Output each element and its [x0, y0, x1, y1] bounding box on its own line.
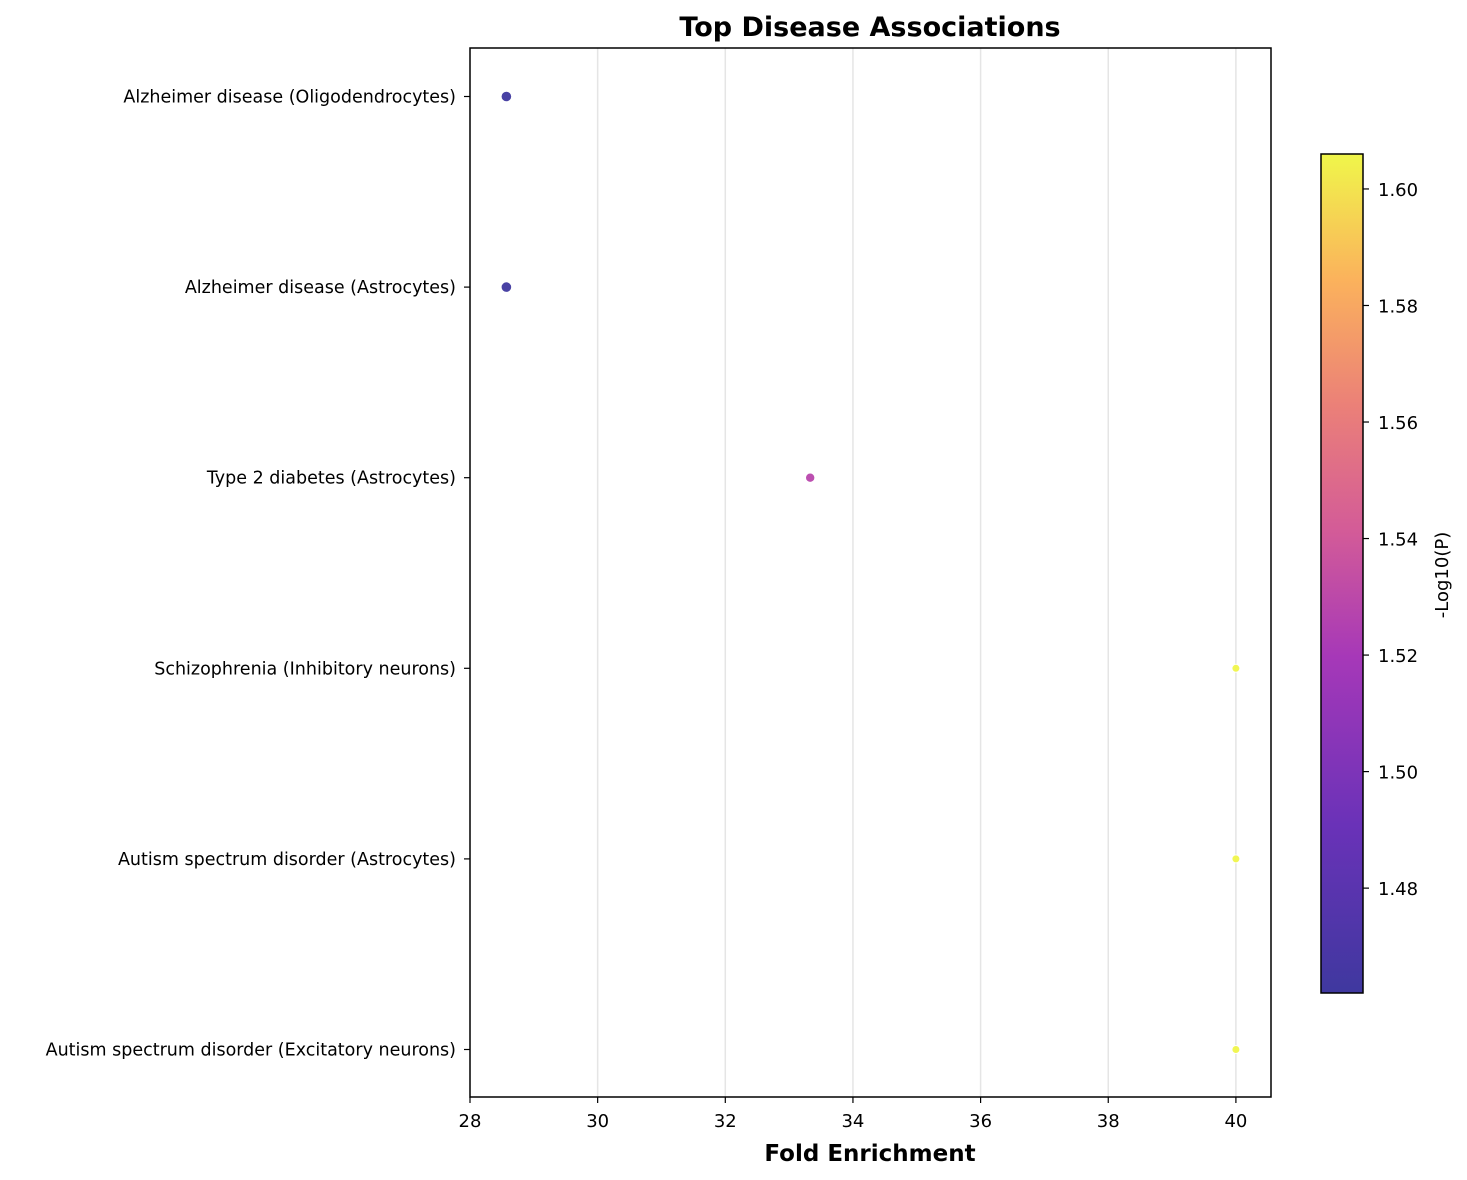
colorbar-label: -Log10(P) [1432, 532, 1453, 618]
colorbar-tick-label: 1.48 [1378, 879, 1418, 900]
colorbar-gradient [1320, 153, 1364, 994]
y-tick-label: Alzheimer disease (Oligodendrocytes) [123, 88, 456, 108]
y-tick-label: Autism spectrum disorder (Excitatory neu… [46, 1041, 456, 1061]
y-tick-label: Type 2 diabetes (Astrocytes) [206, 469, 456, 489]
data-point [500, 281, 513, 293]
x-tick-label: 38 [1097, 1111, 1120, 1132]
colorbar-tick-label: 1.50 [1378, 763, 1418, 784]
x-tick-label: 34 [841, 1111, 864, 1132]
colorbar-tick-label: 1.54 [1378, 530, 1418, 551]
data-point [1231, 1045, 1241, 1054]
data-point [500, 90, 513, 103]
x-tick-label: 28 [459, 1111, 482, 1132]
colorbar-tick-label: 1.56 [1378, 413, 1418, 434]
data-points [500, 90, 1241, 1054]
x-axis-ticks: 28 30 32 34 36 38 40 [459, 1097, 1247, 1132]
x-tick-label: 40 [1224, 1111, 1247, 1132]
data-point [804, 472, 816, 483]
colorbar-tick-label: 1.58 [1378, 296, 1418, 317]
data-point [1231, 854, 1241, 864]
plot-area-frame [469, 47, 1272, 1098]
y-tick-label: Autism spectrum disorder (Astrocytes) [118, 850, 456, 870]
x-tick-label: 30 [586, 1111, 609, 1132]
y-axis-ticks: Alzheimer disease (Oligodendrocytes) Alzh… [46, 88, 470, 1061]
chart-title: Top Disease Associations [679, 12, 1060, 43]
y-tick-label: Alzheimer disease (Astrocytes) [185, 278, 456, 298]
y-tick-label: Schizophrenia (Inhibitory neurons) [154, 659, 456, 679]
x-tick-label: 32 [714, 1111, 737, 1132]
colorbar-ticks: 1.48 1.50 1.52 1.54 1.56 1.58 1.60 [1363, 180, 1418, 900]
data-point [1231, 663, 1241, 673]
grid-lines [596, 48, 1237, 1097]
x-axis-label: Fold Enrichment [764, 1141, 975, 1167]
colorbar-tick-label: 1.60 [1378, 180, 1418, 201]
colorbar: 1.48 1.50 1.52 1.54 1.56 1.58 1.60 -Log10(P) [1320, 153, 1453, 994]
colorbar-tick-label: 1.52 [1378, 646, 1418, 667]
x-tick-label: 36 [969, 1111, 992, 1132]
